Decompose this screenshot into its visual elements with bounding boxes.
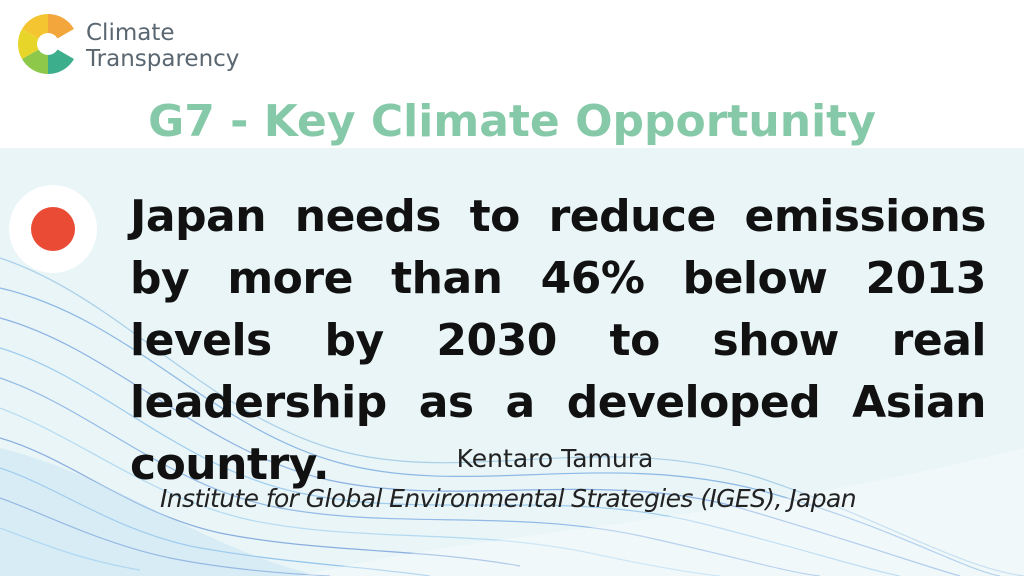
- affiliation: Institute for Global Environmental Strat…: [160, 484, 857, 513]
- title: G7 - Key Climate Opportunity: [148, 96, 876, 147]
- author: Kentaro Tamura: [456, 444, 654, 473]
- japan-flag: [9, 185, 97, 273]
- logo-text: Climate: [86, 20, 175, 46]
- wave-decoration: [0, 257, 1024, 576]
- quote: Japan needs to reduce emissions by more …: [130, 191, 987, 490]
- logo-text: Transparency: [86, 46, 240, 72]
- logo-mark: [17, 13, 79, 75]
